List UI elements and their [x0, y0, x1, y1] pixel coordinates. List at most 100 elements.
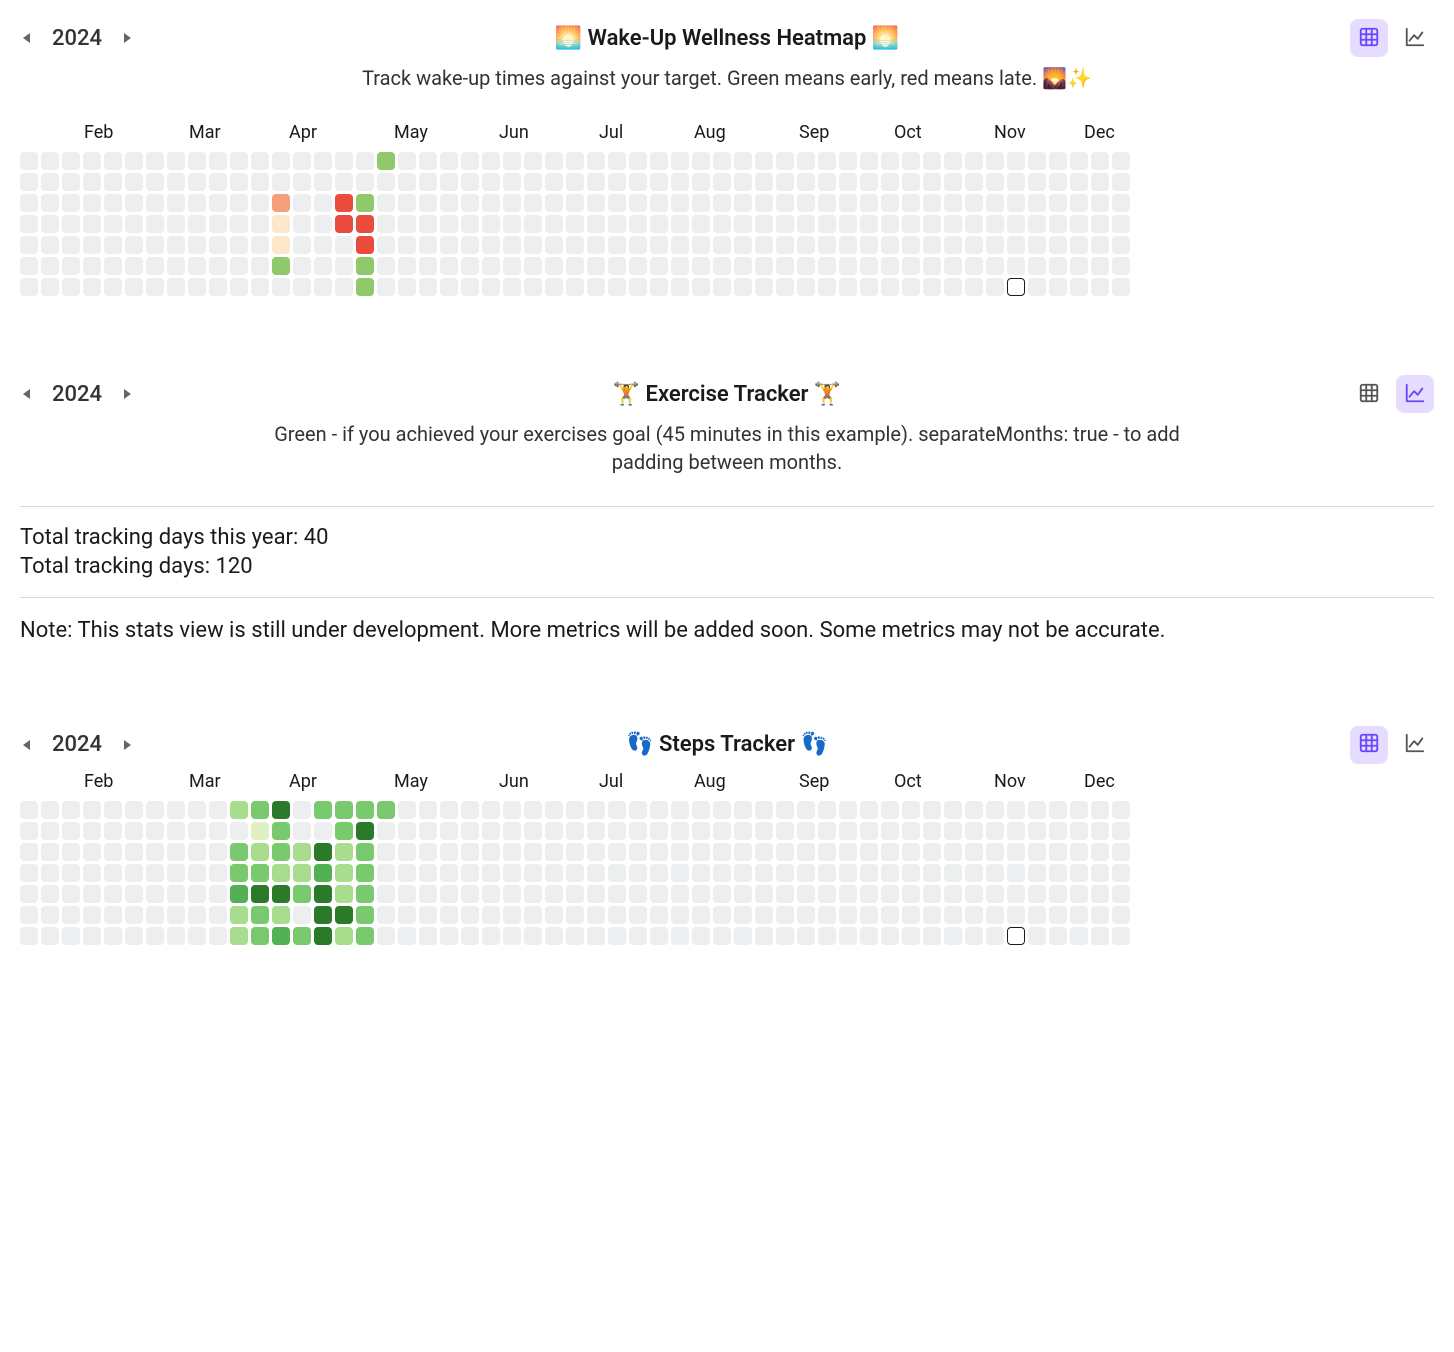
day-cell[interactable]: [1028, 194, 1046, 212]
day-cell[interactable]: [1049, 173, 1067, 191]
day-cell[interactable]: [734, 864, 752, 882]
day-cell[interactable]: [566, 152, 584, 170]
day-cell[interactable]: [860, 278, 878, 296]
day-cell[interactable]: [1049, 822, 1067, 840]
day-cell[interactable]: [944, 152, 962, 170]
day-cell[interactable]: [671, 215, 689, 233]
day-cell[interactable]: [986, 885, 1004, 903]
day-cell[interactable]: [293, 927, 311, 945]
day-cell[interactable]: [20, 257, 38, 275]
day-cell[interactable]: [776, 864, 794, 882]
day-cell[interactable]: [818, 843, 836, 861]
day-cell[interactable]: [944, 822, 962, 840]
day-cell[interactable]: [545, 843, 563, 861]
day-cell[interactable]: [125, 278, 143, 296]
day-cell[interactable]: [167, 927, 185, 945]
day-cell[interactable]: [734, 152, 752, 170]
day-cell[interactable]: [503, 801, 521, 819]
day-cell[interactable]: [1007, 215, 1025, 233]
day-cell[interactable]: [776, 278, 794, 296]
day-cell[interactable]: [356, 864, 374, 882]
day-cell[interactable]: [230, 257, 248, 275]
day-cell[interactable]: [650, 864, 668, 882]
day-cell[interactable]: [692, 278, 710, 296]
day-cell[interactable]: [1091, 843, 1109, 861]
day-cell[interactable]: [482, 194, 500, 212]
day-cell[interactable]: [902, 864, 920, 882]
day-cell[interactable]: [1091, 822, 1109, 840]
grid-view-button[interactable]: [1350, 19, 1388, 57]
day-cell[interactable]: [566, 236, 584, 254]
day-cell[interactable]: [587, 906, 605, 924]
day-cell[interactable]: [209, 215, 227, 233]
day-cell[interactable]: [1028, 885, 1046, 903]
day-cell[interactable]: [146, 257, 164, 275]
day-cell[interactable]: [587, 257, 605, 275]
day-cell[interactable]: [293, 822, 311, 840]
day-cell[interactable]: [461, 885, 479, 903]
day-cell[interactable]: [104, 885, 122, 903]
day-cell[interactable]: [860, 927, 878, 945]
day-cell[interactable]: [41, 236, 59, 254]
day-cell[interactable]: [125, 152, 143, 170]
day-cell[interactable]: [818, 194, 836, 212]
day-cell[interactable]: [314, 236, 332, 254]
day-cell[interactable]: [41, 801, 59, 819]
day-cell[interactable]: [146, 843, 164, 861]
day-cell[interactable]: [272, 194, 290, 212]
day-cell[interactable]: [629, 278, 647, 296]
day-cell[interactable]: [83, 194, 101, 212]
day-cell[interactable]: [545, 864, 563, 882]
day-cell[interactable]: [692, 801, 710, 819]
day-cell[interactable]: [440, 194, 458, 212]
day-cell[interactable]: [125, 236, 143, 254]
day-cell[interactable]: [125, 194, 143, 212]
day-cell[interactable]: [1007, 822, 1025, 840]
day-cell[interactable]: [566, 822, 584, 840]
day-cell[interactable]: [125, 843, 143, 861]
day-cell[interactable]: [839, 257, 857, 275]
day-cell[interactable]: [902, 843, 920, 861]
day-cell[interactable]: [986, 152, 1004, 170]
day-cell[interactable]: [104, 822, 122, 840]
day-cell[interactable]: [1112, 152, 1130, 170]
day-cell[interactable]: [965, 822, 983, 840]
day-cell[interactable]: [545, 822, 563, 840]
day-cell[interactable]: [1091, 801, 1109, 819]
day-cell[interactable]: [755, 278, 773, 296]
day-cell[interactable]: [650, 152, 668, 170]
day-cell[interactable]: [1049, 801, 1067, 819]
day-cell[interactable]: [209, 194, 227, 212]
day-cell[interactable]: [503, 843, 521, 861]
day-cell[interactable]: [356, 927, 374, 945]
day-cell[interactable]: [251, 173, 269, 191]
day-cell[interactable]: [902, 236, 920, 254]
day-cell[interactable]: [671, 173, 689, 191]
day-cell[interactable]: [671, 801, 689, 819]
day-cell[interactable]: [671, 236, 689, 254]
day-cell[interactable]: [713, 194, 731, 212]
day-cell[interactable]: [146, 864, 164, 882]
line-view-button[interactable]: [1396, 375, 1434, 413]
day-cell[interactable]: [146, 152, 164, 170]
day-cell[interactable]: [923, 843, 941, 861]
day-cell[interactable]: [188, 152, 206, 170]
day-cell[interactable]: [440, 801, 458, 819]
day-cell[interactable]: [251, 864, 269, 882]
day-cell[interactable]: [482, 257, 500, 275]
day-cell[interactable]: [839, 278, 857, 296]
day-cell[interactable]: [881, 906, 899, 924]
day-cell[interactable]: [1091, 152, 1109, 170]
day-cell[interactable]: [314, 278, 332, 296]
day-cell[interactable]: [566, 843, 584, 861]
day-cell[interactable]: [20, 801, 38, 819]
day-cell[interactable]: [566, 257, 584, 275]
day-cell[interactable]: [20, 194, 38, 212]
day-cell[interactable]: [1028, 927, 1046, 945]
day-cell[interactable]: [230, 801, 248, 819]
day-cell[interactable]: [986, 257, 1004, 275]
day-cell[interactable]: [209, 864, 227, 882]
day-cell[interactable]: [818, 152, 836, 170]
day-cell[interactable]: [671, 885, 689, 903]
day-cell[interactable]: [650, 257, 668, 275]
